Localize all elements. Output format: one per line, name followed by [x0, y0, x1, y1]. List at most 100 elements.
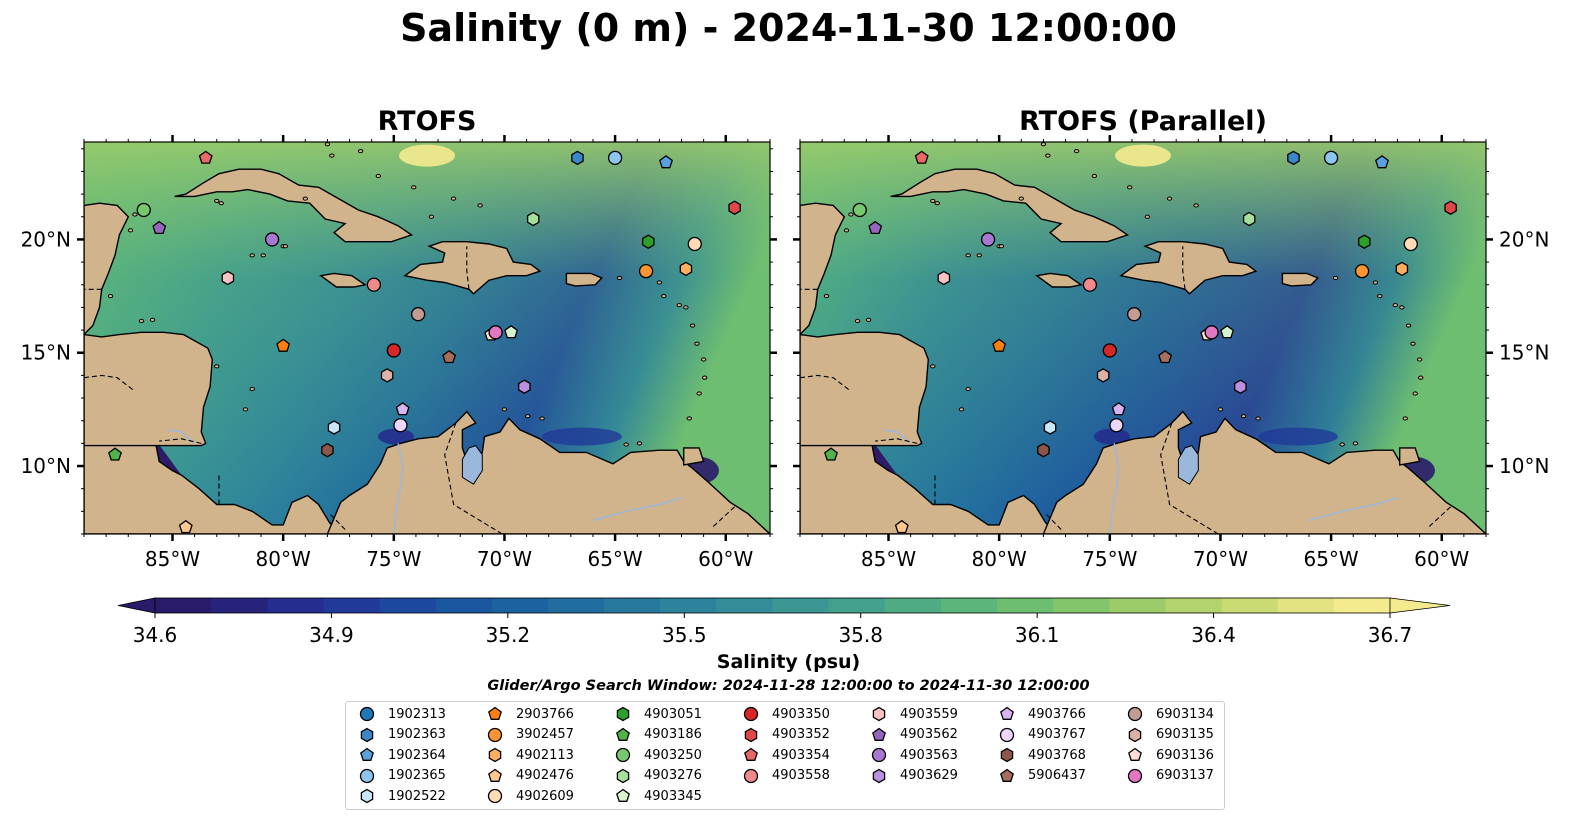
lon-tick-label: 80°W: [972, 547, 1027, 571]
island: [138, 318, 145, 324]
legend-item-4903562: 4903562: [868, 725, 958, 745]
colorbar-segment: [604, 598, 661, 613]
river: [883, 429, 912, 444]
country-border: [1160, 422, 1219, 534]
pentagon-marker-icon: [872, 727, 886, 741]
legend-marker-4903766: [1000, 706, 1014, 720]
island: [1040, 142, 1047, 147]
island: [998, 244, 1005, 249]
island: [854, 318, 861, 324]
platform-marker-4902113: [679, 261, 693, 277]
island: [324, 142, 331, 147]
legend-label: 4903354: [772, 747, 830, 763]
platform-marker-1902364: [1375, 155, 1389, 169]
platform-marker-4903354: [198, 150, 213, 164]
circle-marker-icon: [743, 768, 759, 783]
colorbar-segment: [1277, 598, 1335, 613]
land-puerto-rico: [565, 272, 604, 287]
island: [1144, 214, 1151, 219]
platform-marker-4903629: [518, 379, 531, 394]
island: [843, 228, 850, 233]
platform-marker-4903767: [1109, 418, 1124, 433]
colorbar-tick-label: 35.5: [662, 623, 707, 647]
platform-marker-1902522: [1043, 420, 1057, 435]
island: [1352, 441, 1359, 446]
island: [661, 293, 667, 299]
land-hispaniola: [1119, 240, 1258, 295]
island: [1372, 280, 1379, 285]
circle-marker-icon: [1127, 706, 1143, 722]
land-cuba: [174, 168, 414, 243]
country-border: [84, 374, 136, 392]
colorbar-extend-max: [1389, 597, 1451, 614]
island: [249, 253, 255, 258]
circle-marker-icon: [871, 747, 887, 763]
legend-marker-4902476: [488, 768, 502, 782]
circle-marker-icon: [359, 706, 375, 722]
island: [694, 341, 700, 346]
circle-marker-icon: [743, 706, 759, 722]
country-border: [1428, 506, 1451, 528]
pentagon-marker-icon: [1000, 706, 1014, 720]
island: [1091, 173, 1098, 179]
platform-marker-4903276: [1242, 211, 1256, 227]
legend-label: 4903051: [644, 706, 702, 722]
hexagon-marker-icon: [872, 706, 886, 722]
island: [865, 317, 872, 322]
island: [127, 228, 134, 233]
island: [930, 364, 936, 369]
river: [1308, 496, 1398, 522]
legend-item-1902365: 1902365: [356, 766, 446, 786]
island: [1416, 357, 1423, 362]
island: [242, 407, 249, 412]
legend-item-4903051: 4903051: [612, 704, 702, 724]
legend-item-4902609: 4902609: [484, 786, 574, 806]
legend-marker-4903186: [616, 727, 630, 741]
legend-label: 4903768: [1028, 747, 1086, 763]
island: [1073, 148, 1080, 154]
land-puerto-rico: [1281, 272, 1320, 287]
legend-label: 4903250: [644, 747, 702, 763]
island: [1332, 275, 1339, 281]
island: [107, 293, 114, 299]
island: [700, 357, 707, 362]
island: [539, 416, 545, 421]
legend-marker-4902609: [487, 788, 503, 804]
platform-marker-1902364: [659, 155, 673, 169]
island: [524, 414, 531, 419]
land-honduras: [84, 331, 214, 447]
lat-tick-label: 10°N: [1499, 454, 1549, 478]
legend-marker-4903051: [616, 706, 630, 722]
island: [934, 201, 940, 206]
colorbar-label: Salinity (psu): [716, 651, 861, 673]
island: [411, 185, 417, 190]
lat-tick-label: 15°N: [21, 341, 71, 365]
platform-marker-4903558: [366, 277, 382, 292]
colorbar-segment: [940, 598, 998, 613]
platform-marker-1902365: [1323, 150, 1339, 166]
legend-item-4903350: 4903350: [740, 704, 830, 724]
legend-label: 1902313: [388, 706, 446, 722]
legend-label: 4903766: [1028, 706, 1086, 722]
legend-item-4903354: 4903354: [740, 745, 830, 765]
pentagon-marker-icon: [616, 788, 630, 802]
colorbar-segment: [828, 598, 886, 613]
pentagon-marker-icon: [360, 747, 374, 761]
island: [1255, 416, 1261, 421]
platform-marker-6903137: [488, 325, 503, 340]
colorbar-tick-label: 35.2: [486, 623, 531, 647]
platform-marker-4903562: [868, 220, 883, 235]
island: [1018, 196, 1024, 201]
island: [149, 317, 156, 322]
island: [1045, 153, 1051, 158]
platform-marker-4903767: [393, 418, 408, 433]
island: [696, 391, 702, 396]
legend-marker-4903562: [872, 727, 886, 741]
legend-marker-4903559: [872, 706, 886, 722]
lat-tick-label: 20°N: [1499, 227, 1549, 251]
country-border: [1045, 513, 1062, 530]
colorbar-segment: [435, 598, 493, 613]
pentagon-marker-icon: [744, 747, 758, 761]
land-jamaica: [1035, 272, 1083, 288]
legend-label: 4903562: [900, 727, 958, 742]
